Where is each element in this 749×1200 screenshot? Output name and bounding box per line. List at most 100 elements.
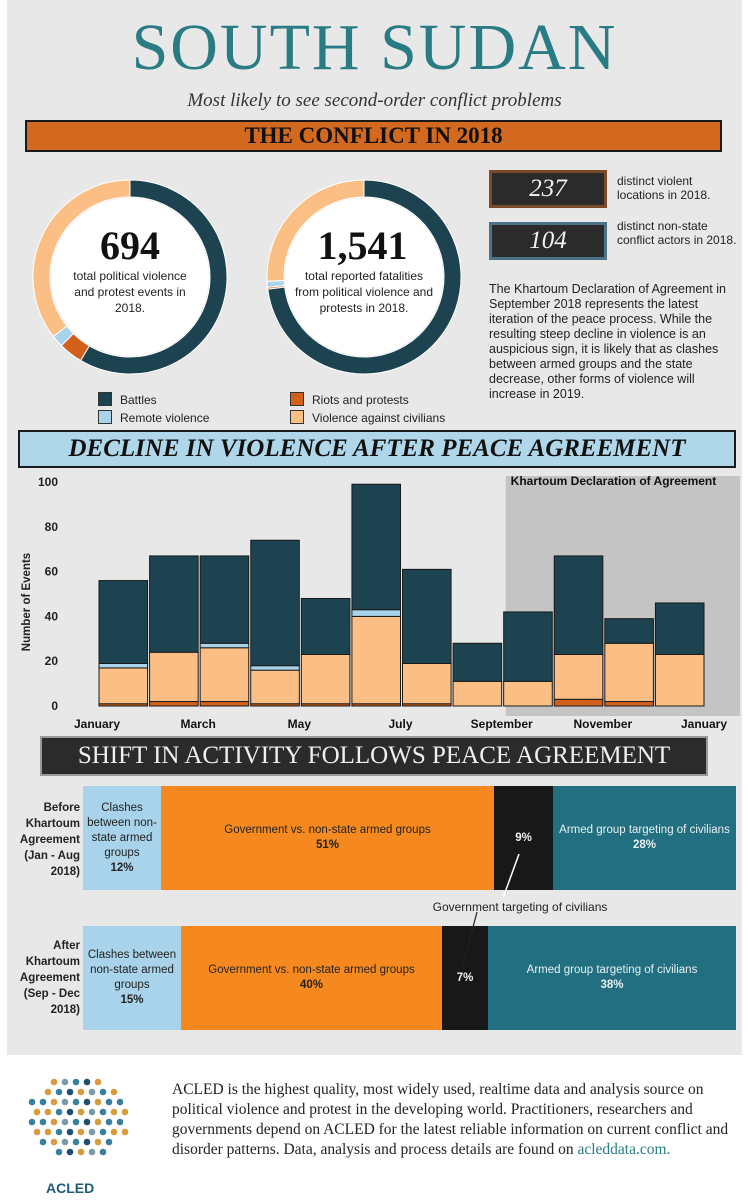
y-tick-label: 60 xyxy=(45,565,59,579)
legend-swatch-civilians xyxy=(290,410,304,424)
logo-dot xyxy=(99,1128,107,1136)
annotation-label: Khartoum Declaration of Agreement xyxy=(511,474,717,488)
logo-dot xyxy=(72,1098,80,1106)
logo-dot xyxy=(61,1118,69,1126)
y-tick-label: 20 xyxy=(45,654,59,668)
shift-segment-value: 40% xyxy=(299,979,324,991)
legend-riots: Riots and protests xyxy=(290,392,409,407)
bar-Apr-remote_violence xyxy=(250,665,300,671)
shift-segment-name: Government vs. non-state armed groups xyxy=(208,964,415,976)
logo-dot xyxy=(94,1118,102,1126)
shift-segment-1-3: Armed group targeting of civilians 38% xyxy=(488,926,736,1030)
logo-dot xyxy=(77,1088,85,1096)
y-tick-label: 0 xyxy=(51,699,58,713)
bar-Nov-battles xyxy=(604,618,654,644)
logo-dot xyxy=(83,1098,91,1106)
logo-dot xyxy=(66,1148,74,1156)
shift-segment-0-1: Government vs. non-state armed groups 51% xyxy=(161,786,494,890)
bar-May-violence_civilians xyxy=(300,653,351,705)
x-tick-label: January xyxy=(681,717,727,731)
y-axis-label: Number of Events xyxy=(21,553,33,651)
legend-civilians: Violence against civilians xyxy=(290,410,445,425)
logo-dot xyxy=(55,1088,63,1096)
logo-dot xyxy=(28,1098,36,1106)
logo-dot xyxy=(55,1148,63,1156)
logo-dot xyxy=(110,1108,118,1116)
bar-Dec-violence_civilians xyxy=(654,653,705,707)
logo-dot xyxy=(99,1108,107,1116)
logo-dot xyxy=(33,1128,41,1136)
logo-dot xyxy=(105,1098,113,1106)
footer-link[interactable]: acleddata.com. xyxy=(577,1141,671,1158)
logo-dot xyxy=(99,1148,107,1156)
logo-dot xyxy=(94,1078,102,1086)
bar-Mar-battles xyxy=(199,555,250,644)
logo-dot xyxy=(88,1108,96,1116)
legend-label-civilians: Violence against civilians xyxy=(312,411,446,425)
logo-dot xyxy=(39,1138,47,1146)
logo-dot xyxy=(50,1118,58,1126)
logo-dot xyxy=(83,1138,91,1146)
bar-Apr-battles xyxy=(250,539,300,667)
section-banner-shift: SHIFT IN ACTIVITY FOLLOWS PEACE AGREEMEN… xyxy=(40,736,708,776)
section-banner-conflict: THE CONFLICT IN 2018 xyxy=(25,120,722,152)
shift-row-before: Clashes between non-state armed groups 12… xyxy=(83,786,736,890)
donut-charts xyxy=(32,179,462,375)
bar-Jan-battles xyxy=(98,580,149,664)
shift-row-label-before: Before Khartoum Agreement (Jan - Aug 201… xyxy=(19,802,80,878)
bar-Sep-violence_civilians xyxy=(503,680,553,707)
page-title: SOUTH SUDAN xyxy=(131,11,618,84)
shift-segment-0-2: 9% xyxy=(494,786,553,890)
donut2-number: 1,541 xyxy=(317,223,408,268)
bar-Jan-remote_violence xyxy=(98,662,149,669)
logo-dot xyxy=(88,1148,96,1156)
donut1-number: 694 xyxy=(100,223,160,268)
y-tick-label: 80 xyxy=(45,520,59,534)
legend-remote: Remote violence xyxy=(98,410,209,425)
shift-segment-1-2: 7% xyxy=(442,926,488,1030)
logo-dot xyxy=(55,1128,63,1136)
shift-segment-name: Clashes between non-state armed groups xyxy=(87,949,177,991)
section-banner-decline: DECLINE IN VIOLENCE AFTER PEACE AGREEMEN… xyxy=(18,430,736,468)
x-tick-label: November xyxy=(573,717,632,731)
shift-segment-value: 15% xyxy=(120,994,144,1006)
shift-segment-value: 12% xyxy=(110,861,134,874)
logo-dot xyxy=(61,1078,69,1086)
bar-Jul-violence_civilians xyxy=(402,662,452,705)
shift-segment-name: Armed group targeting of civilians xyxy=(526,964,698,976)
legend-swatch-battles xyxy=(98,392,112,406)
logo-dot xyxy=(39,1098,47,1106)
logo-dot xyxy=(116,1118,124,1126)
bar-Feb-violence_civilians xyxy=(149,651,199,703)
bar-Oct-battles xyxy=(553,555,604,655)
acled-logo-label: ACLED xyxy=(46,1180,95,1196)
x-tick-label: July xyxy=(388,717,412,731)
bar-Jun-battles xyxy=(351,483,401,611)
legend-swatch-remote xyxy=(98,410,112,424)
shift-segment-value: 38% xyxy=(600,979,624,991)
logo-dot xyxy=(50,1098,58,1106)
logo-dot xyxy=(66,1088,74,1096)
logo-dot xyxy=(50,1138,58,1146)
legend-label-remote: Remote violence xyxy=(120,411,210,425)
bar-Nov-violence_civilians xyxy=(604,642,654,703)
bar-Jun-violence_civilians xyxy=(351,615,401,705)
logo-dot xyxy=(44,1128,52,1136)
logo-dot xyxy=(72,1138,80,1146)
shift-segment-name: Armed group targeting of civilians xyxy=(559,824,730,836)
bar-Aug-violence_civilians xyxy=(452,680,503,707)
x-tick-label: March xyxy=(180,717,215,731)
footer-body: ACLED is the highest quality, most widel… xyxy=(172,1081,729,1158)
bar-Dec-battles xyxy=(654,602,705,655)
bar-chart: Khartoum Declaration of Agreement 0 20 40 60… xyxy=(21,474,740,731)
logo-dot xyxy=(61,1098,69,1106)
bar-Sep-battles xyxy=(503,611,553,682)
stat-box-locations: 237 xyxy=(489,170,607,208)
shift-segment-1-0: Clashes between non-state armed groups 15… xyxy=(83,926,181,1030)
logo-dot xyxy=(88,1088,96,1096)
stat-box-actors: 104 xyxy=(489,222,607,260)
y-tick-label: 100 xyxy=(38,475,58,489)
acled-logo xyxy=(28,1078,129,1156)
stat-text-actors: distinct non-state conflict actors in 20… xyxy=(617,219,737,247)
logo-dot xyxy=(72,1118,80,1126)
